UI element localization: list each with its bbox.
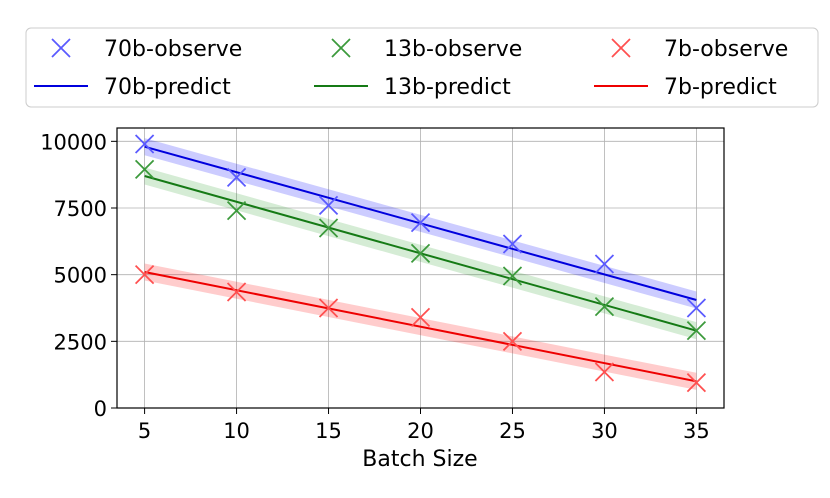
legend-entry-7b-observe: 7b-observe — [611, 37, 788, 62]
point-7b-observe-10 — [226, 282, 247, 302]
x-tick-label-15: 15 — [315, 419, 342, 443]
x-tick-label-30: 30 — [591, 419, 618, 443]
legend-label-7b-observe: 7b-observe — [664, 37, 788, 62]
legend-label-13b-predict: 13b-predict — [384, 75, 511, 100]
y-tick-label-7500: 7500 — [54, 197, 107, 221]
legend-marker-13b-observe — [331, 38, 351, 58]
point-7b-observe-25 — [502, 331, 523, 351]
point-70b-observe-15 — [318, 195, 339, 215]
point-13b-observe-5 — [134, 159, 155, 179]
point-7b-observe-5 — [134, 265, 155, 285]
point-7b-observe-20 — [410, 307, 431, 327]
legend-entry-13b-predict: 13b-predict — [314, 75, 511, 100]
legend-label-70b-observe: 70b-observe — [104, 37, 242, 62]
point-13b-observe-35 — [686, 321, 707, 341]
legend: 70b-observe 70b-predict 13b-observe 13b-… — [25, 27, 819, 108]
point-13b-observe-10 — [226, 201, 247, 221]
point-7b-observe-15 — [318, 298, 339, 318]
point-13b-observe-15 — [318, 218, 339, 238]
x-axis-ticks: 5 10 15 20 25 30 35 — [138, 408, 710, 443]
legend-x-7b-observe — [611, 38, 631, 58]
legend-entry-7b-predict: 7b-predict — [594, 75, 777, 100]
point-13b-observe-20 — [410, 243, 431, 263]
x-tick-label-5: 5 — [138, 419, 151, 443]
y-tick-label-2500: 2500 — [54, 330, 107, 354]
legend-label-13b-observe: 13b-observe — [384, 37, 522, 62]
line-7b-predict — [144, 271, 697, 383]
x-axis-label: Batch Size — [362, 447, 477, 472]
legend-label-70b-predict: 70b-predict — [104, 75, 231, 100]
legend-entry-70b-predict: 70b-predict — [34, 75, 231, 100]
legend-label-7b-predict: 7b-predict — [664, 75, 777, 100]
legend-marker-70b-observe — [51, 38, 71, 58]
legend-entry-13b-observe: 13b-observe — [331, 37, 522, 62]
point-70b-observe-20 — [410, 213, 431, 233]
legend-x-13b-observe — [331, 38, 351, 58]
point-13b-observe-30 — [594, 297, 615, 317]
point-7b-observe-35 — [686, 373, 707, 393]
x-tick-label-10: 10 — [223, 419, 250, 443]
legend-marker-7b-observe — [611, 38, 631, 58]
plot-area: 5 10 15 20 25 30 35 0 2500 5000 7500 10000 — [40, 127, 725, 443]
point-70b-observe-10 — [226, 167, 247, 187]
x-tick-label-25: 25 — [499, 419, 526, 443]
y-tick-label-5000: 5000 — [54, 264, 107, 288]
point-70b-observe-30 — [594, 254, 615, 274]
legend-entry-70b-observe: 70b-observe — [51, 37, 242, 62]
point-70b-observe-5 — [134, 134, 155, 154]
point-13b-observe-25 — [502, 266, 523, 286]
point-70b-observe-35 — [686, 298, 707, 318]
y-tick-label-10000: 10000 — [40, 130, 107, 154]
point-70b-observe-25 — [502, 234, 523, 254]
x-tick-label-20: 20 — [407, 419, 434, 443]
point-7b-observe-30 — [594, 362, 615, 382]
y-tick-label-0: 0 — [94, 397, 107, 421]
y-axis-ticks: 0 2500 5000 7500 10000 — [40, 130, 117, 421]
x-tick-label-35: 35 — [683, 419, 710, 443]
legend-x-70b-observe — [51, 38, 71, 58]
observed-points — [134, 134, 707, 393]
